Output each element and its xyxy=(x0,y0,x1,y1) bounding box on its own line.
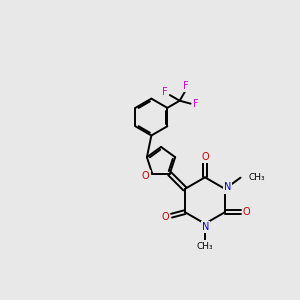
Text: CH₃: CH₃ xyxy=(249,172,266,182)
Text: N: N xyxy=(224,182,231,193)
Text: O: O xyxy=(243,207,250,217)
Text: F: F xyxy=(183,81,188,91)
Text: O: O xyxy=(142,171,150,181)
Text: F: F xyxy=(162,87,167,97)
Text: CH₃: CH₃ xyxy=(197,242,213,250)
Text: O: O xyxy=(162,212,170,222)
Text: F: F xyxy=(193,99,199,109)
Text: N: N xyxy=(202,222,209,232)
Text: O: O xyxy=(201,152,209,161)
